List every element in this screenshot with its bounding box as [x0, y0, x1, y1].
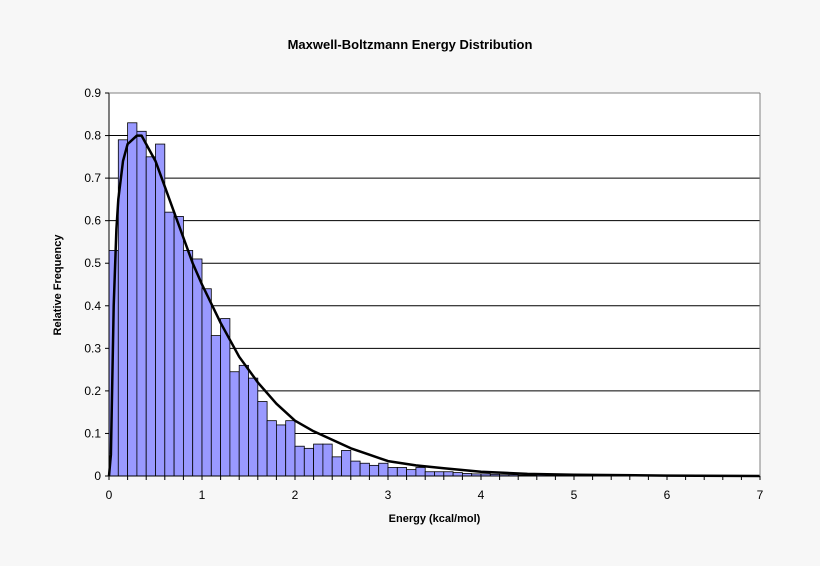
y-ticks: 0 0.1 0.2 0.3 0.4 0.5 0.6 0.7 0.8 0.9: [84, 86, 109, 483]
histogram-bar: [341, 450, 352, 477]
x-tick-label: 4: [478, 488, 485, 502]
histogram-bar: [275, 424, 287, 477]
histogram-bar: [266, 420, 277, 477]
histogram-bar: [182, 250, 194, 477]
axes: [108, 92, 761, 477]
histogram-bar: [313, 443, 324, 477]
histogram-bar: [220, 318, 231, 477]
histogram-bar: [257, 401, 268, 477]
histogram-bar: [331, 456, 342, 477]
y-tick-label: 0.6: [84, 214, 101, 228]
histogram-bar: [424, 471, 435, 477]
x-tick-label: 6: [664, 488, 671, 502]
histogram-bar: [303, 447, 314, 477]
histogram-bar: [434, 471, 445, 477]
histogram-bar: [406, 469, 417, 477]
distribution-curve: [107, 134, 761, 478]
chart-title: Maxwell-Boltzmann Energy Distribution: [287, 37, 533, 52]
x-ticks: 0 1 2 3 4 5 6 7: [106, 476, 764, 502]
histogram-bar: [396, 467, 407, 477]
x-tick-label: 7: [757, 488, 764, 502]
y-tick-label: 0.3: [84, 341, 101, 355]
y-tick-label: 0.2: [84, 384, 101, 398]
histogram-bar: [155, 143, 166, 477]
y-tick-label: 0.1: [84, 426, 101, 440]
histogram-bar: [145, 156, 156, 477]
histogram-bar: [443, 471, 454, 477]
histogram-bars: [108, 122, 761, 477]
y-tick-label: 0.4: [84, 299, 101, 313]
y-tick-label: 0.8: [84, 129, 101, 143]
x-tick-label: 2: [292, 488, 299, 502]
histogram-bar: [294, 445, 305, 477]
distribution-curve-line: [107, 134, 761, 478]
histogram-bar: [173, 216, 184, 477]
histogram-bar: [452, 472, 463, 477]
x-axis-label: Energy (kcal/mol): [388, 513, 481, 525]
y-tick-label: 0: [94, 469, 101, 483]
histogram-bar: [415, 467, 426, 477]
y-tick-label: 0.7: [84, 171, 101, 185]
x-tick-label: 1: [199, 488, 206, 502]
histogram-bar: [387, 467, 398, 477]
y-tick-label: 0.9: [84, 86, 101, 100]
histogram-bar: [359, 462, 370, 477]
histogram-bar: [378, 462, 389, 477]
x-tick-label: 5: [571, 488, 578, 502]
x-tick-label: 0: [106, 488, 113, 502]
histogram-bar: [248, 377, 259, 477]
histogram-bar: [210, 335, 222, 477]
histogram-bar: [127, 122, 138, 477]
histogram-bar: [285, 420, 296, 477]
histogram-bar: [136, 130, 147, 477]
histogram-bar: [368, 464, 380, 477]
histogram-bar: [229, 371, 240, 477]
x-tick-label: 3: [385, 488, 392, 502]
histogram-bar: [192, 258, 203, 477]
histogram-bar: [164, 211, 175, 477]
histogram-bar: [322, 443, 333, 477]
histogram-bar: [350, 460, 361, 477]
y-tick-label: 0.5: [84, 256, 101, 270]
histogram-bar: [238, 364, 249, 477]
histogram-bar: [201, 288, 212, 477]
